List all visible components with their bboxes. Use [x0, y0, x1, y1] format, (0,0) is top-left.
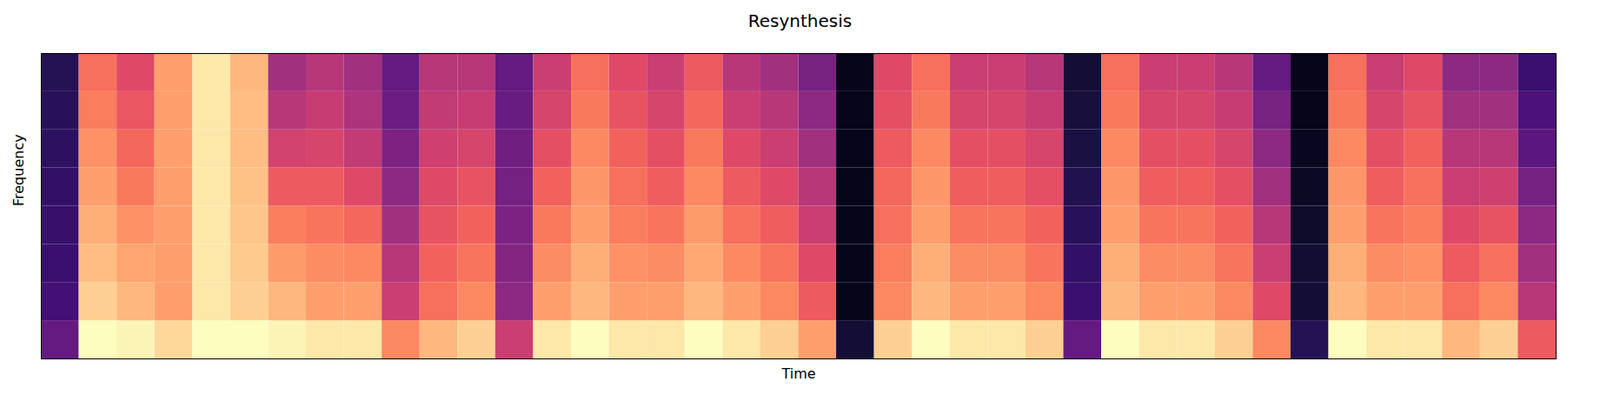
svg-text:Frequency: Frequency	[10, 133, 27, 206]
svg-text:Time: Time	[780, 365, 816, 382]
html-text:Resynthesis: Resynthesis	[748, 10, 852, 32]
